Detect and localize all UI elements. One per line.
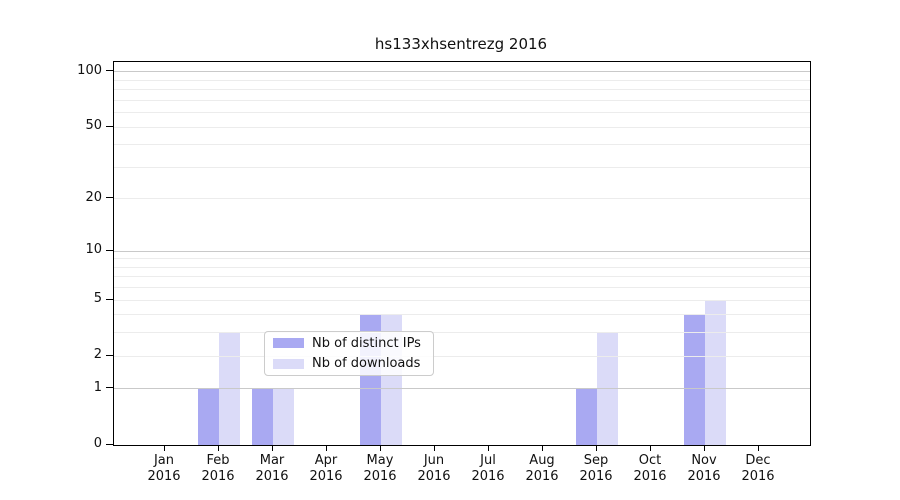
gridline-minor [114,79,810,81]
gridline-minor [114,144,810,146]
y-tick-mark [106,298,113,300]
x-tick-label-oct: Oct 2016 [633,453,667,484]
x-tick-label-mar: Mar 2016 [255,453,289,484]
y-tick-label: 1 [93,379,102,395]
y-tick-mark [106,354,113,356]
y-tick-mark [106,387,113,389]
y-tick-label: 0 [93,436,102,451]
x-tick-label-apr: Apr 2016 [309,453,343,484]
x-tick-label-feb: Feb 2016 [201,453,235,484]
y-tick-label: 5 [93,291,102,307]
bar-feb-ips [198,388,219,445]
x-tick-mark [757,445,759,451]
x-tick-label-may: May 2016 [363,453,397,484]
bar-mar-downloads [273,388,294,445]
y-tick-label: 2 [93,347,102,363]
x-tick-label-jun: Jun 2016 [417,453,451,484]
gridline-minor [114,258,810,260]
x-tick-label-jan: Jan 2016 [147,453,181,484]
plot-area [113,61,811,446]
legend-item: Nb of downloads [273,355,425,374]
x-tick-mark [271,445,273,451]
y-tick-label: 10 [85,242,102,258]
bar-nov-downloads [705,300,726,445]
y-tick-mark [106,197,113,199]
gridline-minor [114,89,810,91]
gridline-minor [114,287,810,289]
x-tick-mark [163,445,165,451]
bar-mar-ips [252,388,273,445]
legend: Nb of distinct IPs Nb of downloads [264,331,434,376]
plot-inner [114,62,810,445]
bar-sep-downloads [597,332,618,445]
gridline-major [114,250,810,252]
gridline-major [114,71,810,73]
legend-swatch-icon [273,338,304,349]
bar-nov-ips [684,314,705,445]
x-tick-mark [379,445,381,451]
gridline-minor [114,198,810,200]
gridline-minor [114,266,810,268]
gridline-minor [114,166,810,168]
legend-label: Nb of distinct IPs [312,335,421,351]
gridline-minor [114,126,810,128]
x-tick-label-sep: Sep 2016 [579,453,613,484]
x-tick-mark [703,445,705,451]
y-tick-label: 50 [85,118,102,134]
y-tick-label: 20 [85,189,102,205]
x-tick-mark [325,445,327,451]
x-tick-mark [649,445,651,451]
gridline-minor [114,112,810,114]
legend-item: Nb of distinct IPs [273,334,425,353]
x-tick-mark [541,445,543,451]
gridline-minor [114,276,810,278]
x-tick-label-jul: Jul 2016 [471,453,505,484]
bar-feb-downloads [219,332,240,445]
y-tick-mark [106,443,113,445]
legend-swatch-icon [273,358,304,369]
y-tick-mark [106,125,113,127]
x-tick-mark [433,445,435,451]
chart-title: hs133xhsentrezg 2016 [374,35,548,53]
bar-sep-ips [576,388,597,445]
y-tick-label: 100 [77,62,102,78]
x-tick-label-dec: Dec 2016 [741,453,775,484]
x-tick-label-nov: Nov 2016 [687,453,721,484]
x-tick-label-aug: Aug 2016 [525,453,559,484]
x-tick-mark [487,445,489,451]
gridline-minor [114,99,810,101]
y-tick-mark [106,70,113,72]
x-tick-mark [595,445,597,451]
x-tick-mark [217,445,219,451]
y-tick-mark [106,249,113,251]
legend-label: Nb of downloads [312,356,421,372]
